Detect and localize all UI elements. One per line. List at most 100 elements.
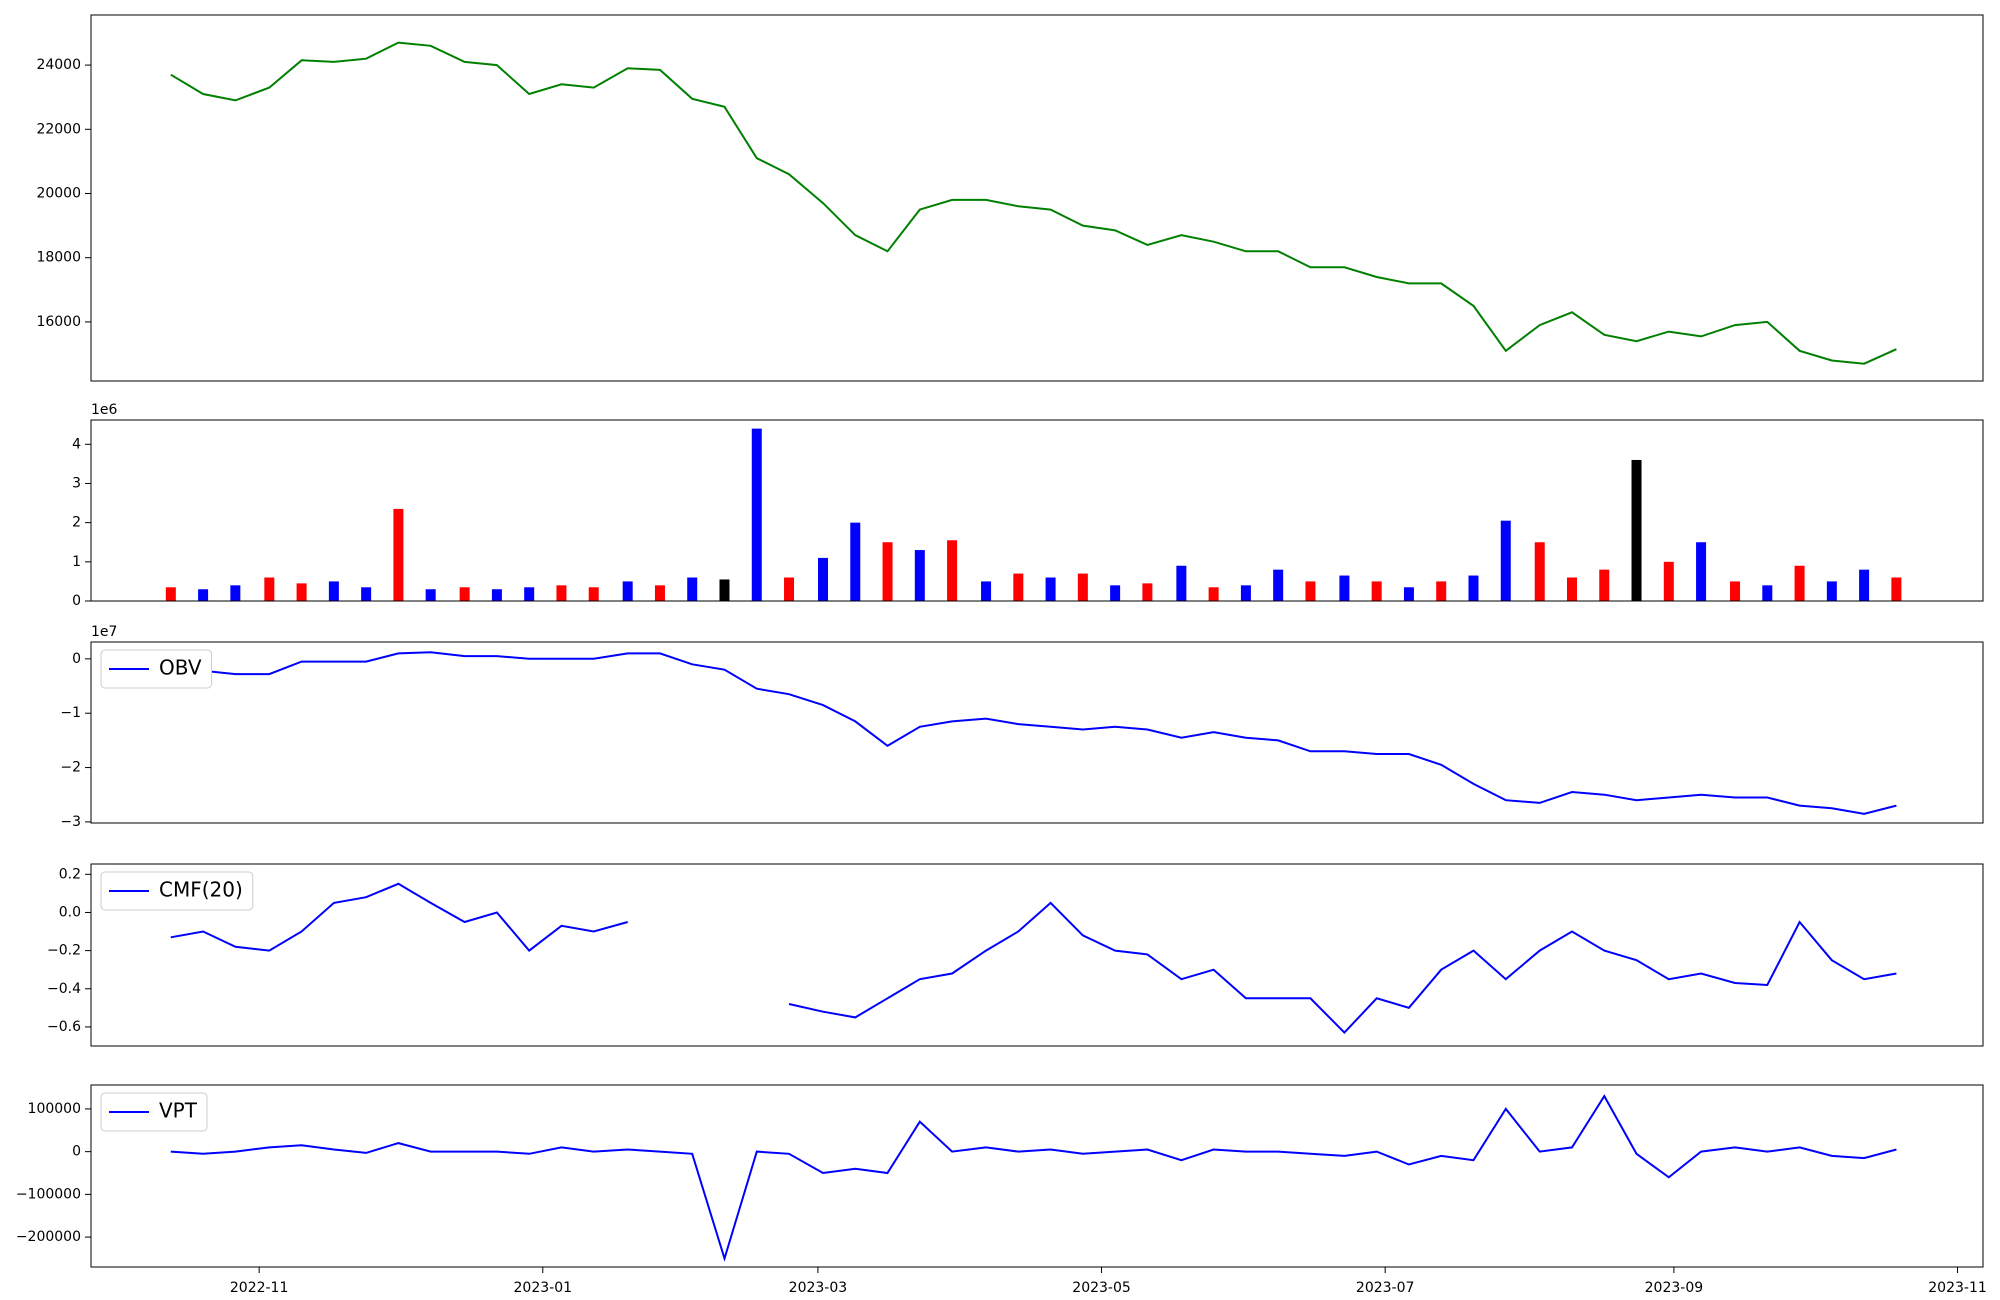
legend-label: VPT [159, 1099, 198, 1123]
y-tick-label: 3 [72, 475, 81, 491]
bar [1045, 577, 1056, 601]
y-tick-label: −3 [60, 814, 81, 830]
y-tick-label: −100000 [16, 1186, 81, 1202]
bar [1208, 587, 1219, 601]
line [170, 882, 1897, 1035]
y-tick-label: −1 [60, 705, 81, 721]
bar [1730, 581, 1741, 601]
axes-frame [90, 641, 1984, 824]
bar [1013, 573, 1024, 601]
bar [1696, 542, 1707, 601]
bar [425, 589, 436, 601]
bar [491, 589, 502, 601]
axis-offset-label: 1e6 [91, 402, 118, 418]
bar [1663, 561, 1674, 601]
y-tick-label: 16000 [36, 314, 81, 330]
bar [459, 587, 470, 601]
bar [296, 583, 307, 601]
bar [1436, 581, 1447, 601]
y-tick-label: 0 [72, 651, 81, 667]
y-tick-label: −2 [60, 760, 81, 776]
bar [524, 587, 535, 601]
y-tick-label: 0.2 [59, 866, 81, 882]
bar [1500, 520, 1511, 601]
legend-label: OBV [159, 656, 202, 680]
bar [393, 508, 404, 601]
bar [1534, 542, 1545, 601]
bar [230, 585, 241, 601]
bar [914, 550, 925, 601]
bar [1339, 575, 1350, 601]
bar [947, 540, 958, 601]
bar [981, 581, 992, 601]
bar [1891, 577, 1902, 601]
x-tick-label: 2023-01 [514, 1280, 573, 1296]
bar [198, 589, 209, 601]
bar [588, 587, 599, 601]
x-tick-label: 2023-11 [1928, 1280, 1987, 1296]
bar [622, 581, 633, 601]
x-tick-label: 2023-03 [789, 1280, 848, 1296]
legend-box [100, 649, 213, 689]
bar [1240, 585, 1251, 601]
bar [818, 557, 829, 601]
y-tick-label: 2 [72, 515, 81, 531]
bar [1176, 565, 1187, 601]
bar [1305, 581, 1316, 601]
bar [784, 577, 795, 601]
axes-frame [90, 1084, 1984, 1268]
y-tick-label: 22000 [36, 121, 81, 137]
y-tick-label: 0 [72, 593, 81, 609]
axis-offset-label: 1e7 [91, 624, 117, 640]
bar [328, 581, 339, 601]
y-tick-label: 18000 [36, 250, 81, 266]
x-tick-label: 2022-11 [230, 1280, 289, 1296]
y-tick-label: −200000 [16, 1229, 81, 1245]
legend-box [100, 871, 254, 911]
bar [687, 577, 698, 601]
x-tick-label: 2023-09 [1645, 1280, 1704, 1296]
bar [1566, 577, 1577, 601]
bar [654, 585, 665, 601]
line [170, 1094, 1897, 1262]
bar [361, 587, 372, 601]
bar [1599, 569, 1610, 601]
bar [719, 579, 730, 601]
bar [1762, 585, 1773, 601]
y-tick-label: 0 [72, 1144, 81, 1160]
y-tick-label: 4 [72, 436, 81, 452]
y-tick-label: 1 [72, 554, 81, 570]
bar [1142, 583, 1153, 601]
legend-box [100, 1092, 208, 1132]
x-tick-label: 2023-05 [1072, 1280, 1131, 1296]
y-tick-label: 24000 [36, 57, 81, 73]
bar [751, 428, 762, 601]
line [170, 41, 1897, 365]
axes-frame [90, 14, 1984, 382]
y-tick-label: −0.4 [47, 981, 81, 997]
bar [882, 542, 893, 601]
x-tick-label: 2023-07 [1356, 1280, 1415, 1296]
bar [1273, 569, 1284, 601]
y-tick-label: 20000 [36, 186, 81, 202]
y-tick-label: 0.0 [59, 904, 81, 920]
bar [1110, 585, 1121, 601]
bar [1403, 587, 1414, 601]
bar [1371, 581, 1382, 601]
line [170, 651, 1897, 815]
bar [1794, 565, 1805, 601]
axes-frame [90, 863, 1984, 1047]
bar [1631, 459, 1642, 601]
axes-frame [90, 419, 1984, 602]
bar [556, 585, 567, 601]
bar [1859, 569, 1870, 601]
legend-label: CMF(20) [159, 878, 243, 902]
bar [850, 522, 861, 601]
y-tick-label: −0.6 [47, 1019, 81, 1035]
y-tick-label: −0.2 [47, 943, 81, 959]
bar [264, 577, 275, 601]
bar [1826, 581, 1837, 601]
bar [1468, 575, 1479, 601]
y-tick-label: 100000 [28, 1101, 81, 1117]
